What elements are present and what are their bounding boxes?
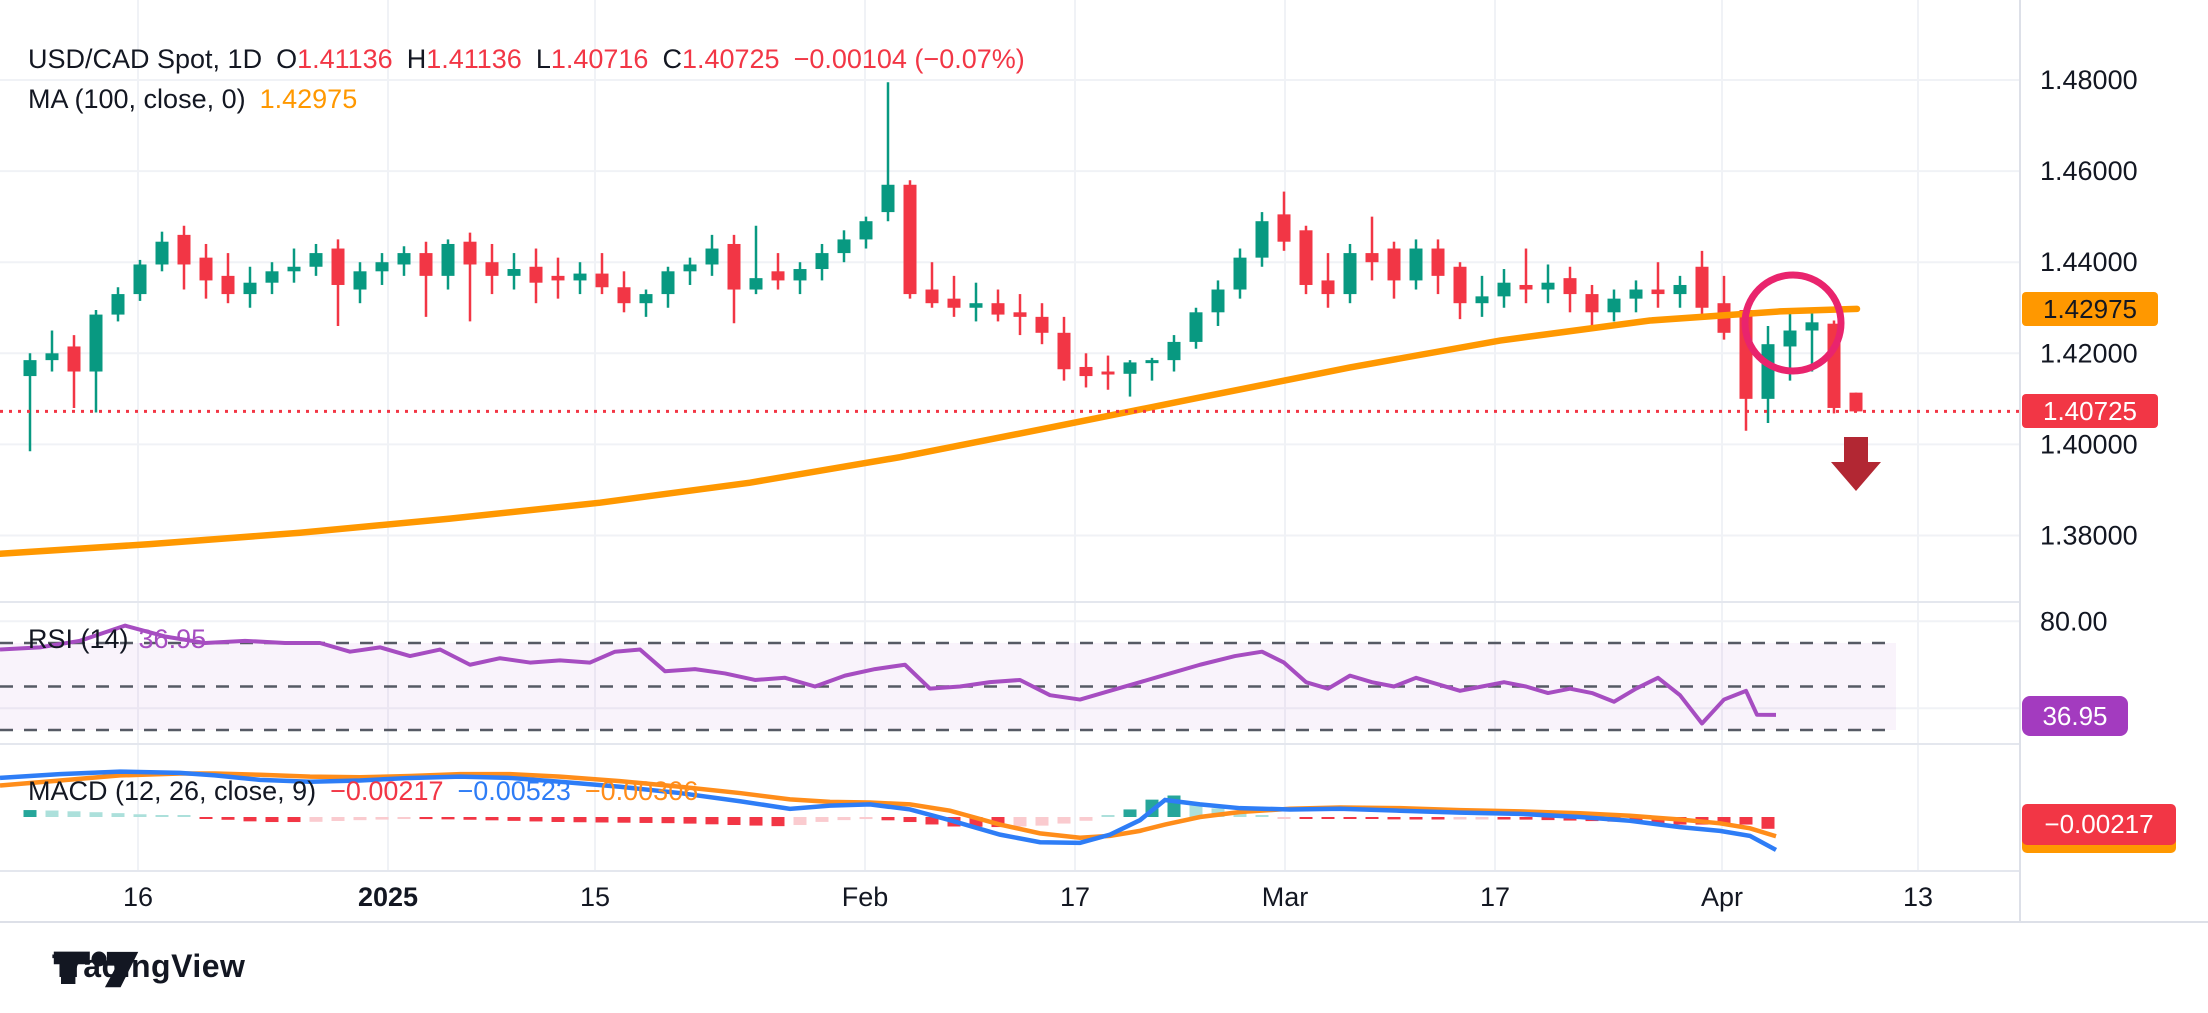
rsi-value-badge: 36.95 [2022,696,2128,736]
time-axis-label[interactable]: Feb [842,882,889,912]
time-axis[interactable]: 16 2025 15 Feb 17 Mar 17 Apr 13 [123,882,1933,912]
time-axis-label[interactable]: Apr [1701,882,1743,912]
price-axis-label[interactable]: 1.42000 [2040,338,2138,368]
time-axis-label[interactable]: 17 [1060,882,1090,912]
price-axis-label[interactable]: 1.40000 [2040,429,2138,459]
time-axis-label[interactable]: 2025 [358,882,418,912]
pane-separators[interactable] [0,0,2208,923]
rsi-line [0,623,1777,726]
time-axis-label[interactable]: 17 [1480,882,1510,912]
rsi-axis-label[interactable]: 80.00 [2040,606,2108,636]
price-axis-label[interactable]: 1.38000 [2040,521,2138,551]
candlestick-series[interactable] [23,82,1863,452]
time-axis-label[interactable]: 13 [1903,882,1933,912]
tradingview-logo-icon [53,951,139,988]
price-axis-label[interactable]: 1.48000 [2040,65,2138,95]
price-axis-label[interactable]: 1.44000 [2040,247,2138,277]
time-axis-label[interactable]: 15 [580,882,610,912]
time-axis-label[interactable]: 16 [123,882,153,912]
last-price-badge: 1.40725 [2022,394,2158,428]
tradingview-logo[interactable]: TradingView [52,948,245,988]
price-axis-label[interactable]: 1.46000 [2040,156,2138,186]
down-arrow-annotation[interactable] [1831,437,1881,491]
time-axis-label[interactable]: Mar [1262,882,1309,912]
macd-signal-line [0,771,1777,841]
highlight-circle-annotation[interactable] [1741,271,1845,375]
price-axis[interactable]: 1.48000 1.46000 1.44000 1.42000 1.40000 1.380… [2040,65,2138,636]
ma100-line[interactable] [0,305,1861,557]
ma-price-badge: 1.42975 [2022,292,2158,326]
macd-main-line [0,769,1778,852]
macd-value-badge: −0.00217 [2022,804,2176,853]
